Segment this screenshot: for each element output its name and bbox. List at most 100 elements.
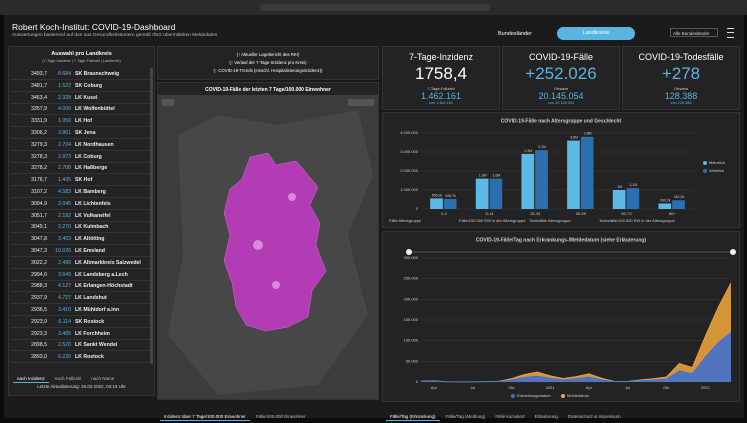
- district: LK Altmarkkreis Salzwedel: [75, 259, 141, 266]
- map[interactable]: [158, 95, 378, 399]
- scrollbar[interactable]: [150, 68, 153, 364]
- cases: 4.127: [58, 283, 71, 290]
- slider-handle[interactable]: [730, 249, 736, 255]
- line: [420, 332, 732, 383]
- list-row[interactable]: 3051,7 2.192 LK Vulkaneifel: [11, 210, 151, 222]
- tab[interactable]: Todesfälle Altersgruppe: [529, 218, 571, 223]
- tab[interactable]: Todesfälle/100.000 EW in der Altersgrupp…: [599, 218, 676, 223]
- list-row[interactable]: 2994,0 3.649 LK Landsberg a.Lech: [11, 269, 151, 281]
- kpi-card: COVID-19-Fälle +252.026 Gesamt 20.145.054 vo…: [502, 46, 620, 110]
- incidence: 2923,3: [31, 330, 47, 337]
- list-row[interactable]: 3047,3 10.026 LK Emsland: [11, 245, 151, 257]
- list-row[interactable]: 3481,7 1.522 SK Coburg: [11, 80, 151, 92]
- cases: 2.045: [58, 200, 71, 207]
- button-active[interactable]: Landkreise: [557, 27, 635, 40]
- list-row[interactable]: 3493,7 8.684 SK Braunschweig: [11, 68, 151, 80]
- chart-title: COVID-19-Fälle nach Altersgruppe und Ges…: [501, 118, 622, 124]
- bar: [612, 190, 626, 209]
- legend-label[interactable]: Meldedatum: [567, 393, 590, 398]
- address-bar[interactable]: [260, 4, 490, 11]
- list-row[interactable]: 3278,3 2.873 LK Coburg: [11, 151, 151, 163]
- legend-label[interactable]: Erkrankungsdatum: [517, 393, 551, 398]
- link[interactable]: (↑ Verlauf der 7-Tage-Inzidenz pro Kreis…: [229, 60, 307, 65]
- cases: 3.861: [58, 130, 71, 136]
- y-tick-label: 50.000: [406, 358, 419, 363]
- x-tick-label: 2021: [546, 385, 556, 390]
- link[interactable]: (↑ COVID-19-Trends (einschl. Hospitalisi…: [213, 68, 323, 73]
- cases: 2.873: [58, 153, 71, 160]
- list-row[interactable]: 2936,5 3.410 LK Mühldorf a.Inn: [11, 304, 151, 316]
- list-row[interactable]: 2988,3 4.127 LK Erlangen-Höchstadt: [11, 280, 151, 293]
- menu-icon[interactable]: [727, 28, 734, 38]
- tab[interactable]: Fälle kumuliert: [495, 414, 525, 419]
- cases: 2.192: [58, 212, 71, 219]
- tab[interactable]: nach Name: [91, 376, 115, 381]
- tab[interactable]: Fälle/100.000 EW in der Altersgruppe: [459, 218, 526, 223]
- tab[interactable]: Fälle/Tag (Meldung): [445, 414, 486, 419]
- legend-label[interactable]: Männlich: [709, 160, 725, 165]
- tab[interactable]: Erläuterung: [534, 414, 558, 419]
- value-label: 3,8M: [584, 132, 592, 136]
- tab[interactable]: Fälle/100.000 Einwohner: [255, 414, 306, 419]
- list-row[interactable]: 2937,9 4.727 LK Landshut: [11, 292, 151, 305]
- area-panel: 0 50.000 100.000 150.000 200.000 250.000 300.0…: [382, 231, 740, 402]
- kpi-sub-value: 1.462.161: [420, 91, 462, 101]
- y-tick-label: 4.000.000: [400, 130, 419, 135]
- list-row[interactable]: 2923,3 3.405 LK Forchheim: [11, 328, 151, 340]
- tab[interactable]: nach Inzidenz: [13, 375, 49, 383]
- tab[interactable]: nach Fallzahl: [54, 376, 82, 381]
- tab[interactable]: Datenschutz & Impressum: [567, 414, 621, 419]
- incidence: 3107,2: [31, 189, 47, 195]
- update-time: Letzte Aktualisierung: 26.03.2022, 03:19…: [37, 384, 126, 389]
- cases: 3.649: [58, 271, 71, 278]
- bar: [580, 136, 594, 209]
- value-label: 1,1M: [629, 183, 637, 187]
- district: LK Nordhausen: [75, 141, 114, 148]
- district: LK Wolfenbüttel: [75, 106, 115, 113]
- links: (↑ Aktueller Lagebericht des RKI) (↑ Verl…: [157, 46, 379, 80]
- district: LK Vulkaneifel: [75, 212, 111, 219]
- link[interactable]: (↑ Aktueller Lagebericht des RKI): [236, 52, 300, 57]
- incidence: 3481,7: [31, 82, 47, 89]
- cases: 4.583: [58, 189, 71, 195]
- incidence: 3094,9: [31, 200, 47, 207]
- value-label: 461,2k: [674, 195, 685, 199]
- y-tick-label: 3.000.000: [400, 149, 419, 154]
- legend-label[interactable]: Weiblich: [709, 168, 724, 173]
- list-row[interactable]: 3306,2 3.861 SK Jena: [11, 127, 151, 139]
- list-row[interactable]: 3176,7 1.435 SK Hof: [11, 174, 151, 187]
- kpi-sub-note: von 20.145.054: [547, 101, 575, 105]
- list-row[interactable]: 3047,8 3.403 LK Altötting: [11, 233, 151, 246]
- bar: [475, 178, 489, 209]
- list-row[interactable]: 3049,1 2.270 LK Kulmbach: [11, 221, 151, 234]
- incidence: 3463,4: [31, 94, 47, 101]
- list-row[interactable]: 3279,3 2.704 LK Nordhausen: [11, 139, 151, 151]
- list-row[interactable]: 2923,9 6.114 SK Rostock: [11, 316, 151, 328]
- button[interactable]: Bundesländer: [498, 31, 532, 37]
- list-row[interactable]: 3331,9 1.050 LK Hof: [11, 115, 151, 128]
- list-row[interactable]: 3107,2 4.583 LK Bamberg: [11, 186, 151, 198]
- area-fill: [421, 332, 731, 382]
- cases: 2.328: [58, 94, 71, 101]
- value-label: 3,1M: [538, 145, 546, 149]
- cases: 2.520: [58, 342, 71, 349]
- list-row[interactable]: 3357,9 4.006 LK Wolfenbüttel: [11, 103, 151, 116]
- kpi-card: 7-Tage-Inzidenz 1758,4 7-Tage-Fallzahl 1.46…: [382, 46, 500, 110]
- x-tick-label: 15-34: [530, 211, 541, 216]
- list-row[interactable]: 3278,2 2.708 LK Haßberge: [11, 162, 151, 175]
- bar: [443, 198, 457, 209]
- district: LK Landsberg a.Lech: [75, 271, 128, 278]
- list-row[interactable]: 2893,0 6.220 LK Rostock: [11, 351, 151, 364]
- value-label: 556,3k: [432, 193, 443, 197]
- dropdown[interactable]: Alle Bundesländer: [670, 28, 718, 37]
- incidence: 3278,3: [31, 153, 47, 160]
- slider-handle[interactable]: [406, 249, 412, 255]
- title: Robert Koch-Institut: COVID-19-Dashboard: [12, 22, 176, 32]
- x-tick-label: 0-4: [441, 211, 448, 216]
- tab[interactable]: Fälle Altersgruppe: [389, 218, 422, 223]
- list-row[interactable]: 3094,9 2.045 LK Lichtenfels: [11, 198, 151, 210]
- list-row[interactable]: 3463,4 2.328 LK Kusel: [11, 92, 151, 104]
- list-row[interactable]: 2898,5 2.520 LK Sankt Wendel: [11, 339, 151, 352]
- list-row[interactable]: 3022,2 2.499 LK Altmarkkreis Salzwedel: [11, 257, 151, 269]
- incidence: 3176,7: [31, 177, 47, 184]
